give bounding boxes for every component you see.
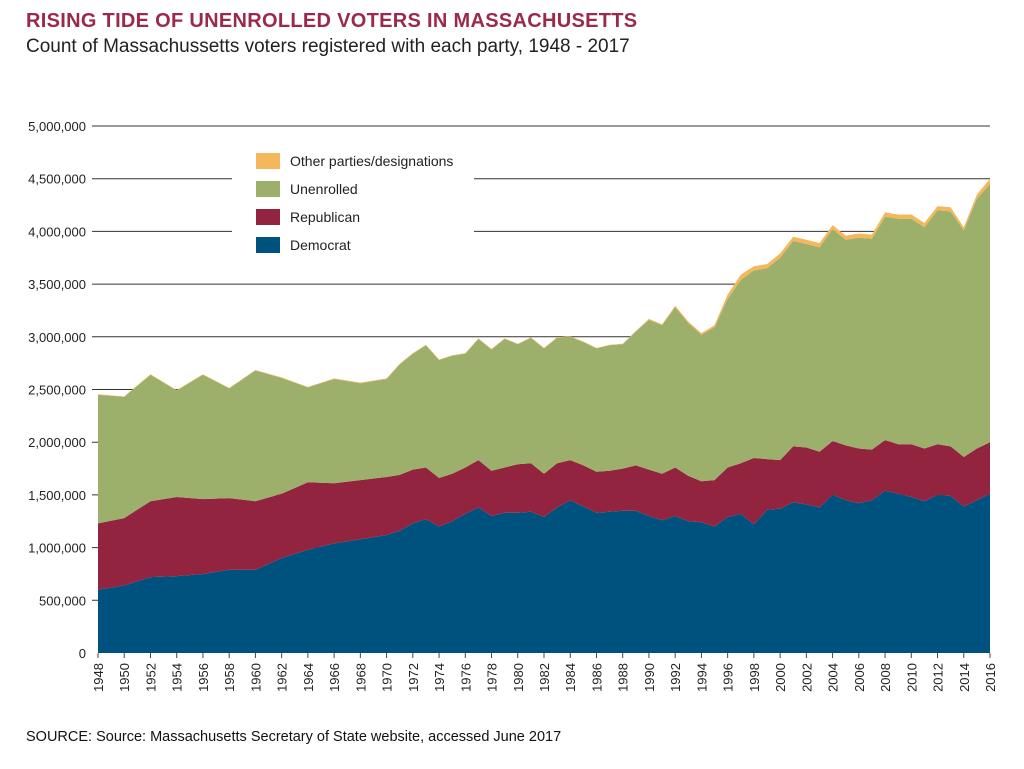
- x-tick-label: 2002: [799, 663, 814, 692]
- x-tick-label: 1970: [380, 663, 395, 692]
- x-tick-label: 2004: [826, 663, 841, 692]
- x-tick-label: 2008: [878, 663, 893, 692]
- x-tick-label: 1990: [642, 663, 657, 692]
- x-tick-label: 1968: [353, 663, 368, 692]
- y-tick-label: 2,500,000: [28, 383, 86, 398]
- y-tick-label: 3,000,000: [28, 330, 86, 345]
- y-tick-label: 1,000,000: [28, 541, 86, 556]
- x-tick-label: 1960: [248, 663, 263, 692]
- x-tick-label: 1956: [196, 663, 211, 692]
- y-tick-label: 1,500,000: [28, 488, 86, 503]
- x-tick-label: 2006: [852, 663, 867, 692]
- series-area-unenrolled: [98, 184, 990, 524]
- x-tick-label: 1986: [589, 663, 604, 692]
- y-tick-label: 4,000,000: [28, 224, 86, 239]
- x-tick-label: 1958: [222, 663, 237, 692]
- x-tick-label: 1966: [327, 663, 342, 692]
- y-tick-label: 0: [79, 646, 86, 661]
- x-tick-label: 1964: [301, 663, 316, 692]
- series-area-republican: [98, 440, 990, 590]
- legend-label-unenrolled: Unenrolled: [290, 181, 358, 197]
- legend-swatch-republican: [256, 209, 280, 225]
- x-tick-label: 1962: [275, 663, 290, 692]
- x-tick-label: 1950: [117, 663, 132, 692]
- x-tick-label: 1948: [91, 663, 106, 692]
- chart-subtitle: Count of Massachussetts voters registere…: [26, 36, 630, 57]
- area-series: [98, 178, 990, 653]
- x-tick-label: 1980: [511, 663, 526, 692]
- x-tick-label: 1954: [170, 663, 185, 692]
- axes: 0 500,000 1,000,000 1,500,000 2,000,000 2,500…: [28, 119, 998, 692]
- x-tick-label: 1998: [747, 663, 762, 692]
- x-tick-label: 1974: [432, 663, 447, 692]
- source-note: SOURCE: Source: Massachusetts Secretary …: [26, 729, 562, 745]
- x-tick-label: 2014: [957, 663, 972, 692]
- x-tick-label: 1996: [721, 663, 736, 692]
- y-tick-label: 4,500,000: [28, 172, 86, 187]
- x-tick-label: 2016: [983, 663, 998, 692]
- legend-swatch-unenrolled: [256, 181, 280, 197]
- x-tick-label: 1976: [458, 663, 473, 692]
- legend: Other parties/designations Unenrolled Repu…: [256, 153, 453, 253]
- chart-title: RISING TIDE OF UNENROLLED VOTERS IN MASS…: [26, 10, 638, 32]
- y-tick-label: 500,000: [39, 593, 86, 608]
- x-tick-label: 2012: [931, 663, 946, 692]
- y-tick-label: 3,500,000: [28, 277, 86, 292]
- x-tick-label: 1984: [563, 663, 578, 692]
- legend-label-democrat: Democrat: [290, 237, 351, 253]
- x-tick-label: 1952: [143, 663, 158, 692]
- x-tick-label: 1982: [537, 663, 552, 692]
- legend-swatch-democrat: [256, 237, 280, 253]
- y-tick-label: 2,000,000: [28, 435, 86, 450]
- y-tick-label: 5,000,000: [28, 119, 86, 134]
- x-tick-label: 2000: [773, 663, 788, 692]
- legend-label-other-parties-designations: Other parties/designations: [290, 153, 453, 169]
- legend-swatch-other-parties-designations: [256, 153, 280, 169]
- x-tick-label: 1978: [485, 663, 500, 692]
- x-tick-label: 1992: [668, 663, 683, 692]
- x-tick-label: 1988: [616, 663, 631, 692]
- x-tick-label: 1972: [406, 663, 421, 692]
- x-tick-label: 1994: [694, 663, 709, 692]
- x-tick-label: 2010: [904, 663, 919, 692]
- legend-label-republican: Republican: [290, 209, 360, 225]
- series-area-democrat: [98, 490, 990, 653]
